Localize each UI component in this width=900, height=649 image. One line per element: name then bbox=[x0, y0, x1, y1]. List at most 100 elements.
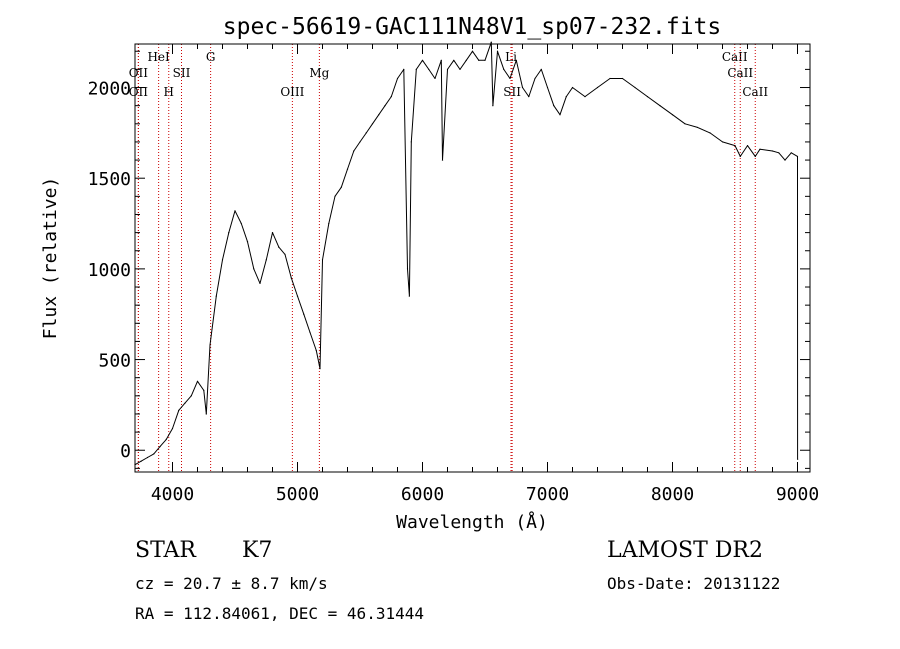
y-tick-label: 0 bbox=[120, 441, 131, 462]
data-point bbox=[271, 232, 274, 234]
data-point bbox=[365, 132, 367, 134]
data-point bbox=[790, 152, 792, 154]
data-point bbox=[321, 259, 324, 261]
data-point bbox=[746, 144, 749, 147]
data-point bbox=[190, 395, 192, 397]
data-point bbox=[515, 59, 517, 61]
y-tick-label: 1000 bbox=[88, 260, 131, 281]
data-point bbox=[346, 168, 349, 170]
data-point bbox=[278, 246, 280, 248]
data-point bbox=[406, 268, 409, 270]
data-point bbox=[784, 159, 786, 161]
data-point bbox=[484, 59, 486, 61]
y-axis-label: Flux (relative) bbox=[40, 177, 61, 340]
data-point bbox=[441, 159, 444, 161]
data-point bbox=[646, 95, 649, 98]
data-point bbox=[359, 141, 361, 143]
x-tick-label: 8000 bbox=[651, 484, 694, 505]
data-point bbox=[540, 68, 542, 70]
data-point bbox=[684, 123, 686, 125]
data-point bbox=[478, 59, 480, 61]
data-point bbox=[459, 68, 461, 70]
data-point bbox=[771, 150, 774, 152]
data-point bbox=[353, 150, 355, 152]
data-point bbox=[490, 41, 492, 43]
data-point bbox=[453, 59, 455, 61]
line-marker-label: HeI bbox=[147, 50, 170, 64]
line-marker-label: OII bbox=[129, 66, 149, 80]
data-point bbox=[184, 402, 186, 404]
data-point bbox=[228, 232, 230, 234]
line-marker-label: SII bbox=[503, 85, 521, 99]
y-tick-label: 2000 bbox=[88, 79, 131, 100]
data-point bbox=[196, 380, 199, 382]
data-point bbox=[553, 105, 555, 107]
data-point bbox=[571, 86, 574, 89]
data-point bbox=[634, 86, 636, 89]
data-point bbox=[178, 409, 180, 411]
data-point bbox=[371, 123, 374, 125]
data-point bbox=[284, 253, 286, 255]
data-point bbox=[334, 195, 336, 197]
data-point bbox=[565, 95, 567, 98]
data-point bbox=[259, 282, 261, 284]
data-point bbox=[559, 114, 561, 116]
data-point bbox=[171, 427, 174, 430]
data-point bbox=[659, 105, 661, 107]
data-point bbox=[797, 458, 799, 460]
emission-line-markers: OII OII HeI H SII G OIII Mg Li SII CaII CaII CaII bbox=[129, 44, 768, 472]
data-point bbox=[340, 186, 342, 188]
data-point bbox=[221, 259, 224, 261]
x-tick-label: 4000 bbox=[151, 484, 194, 505]
object-subclass: K7 bbox=[242, 538, 273, 563]
data-point bbox=[140, 460, 142, 462]
x-tick-label: 5000 bbox=[276, 484, 319, 505]
data-point bbox=[509, 77, 511, 80]
data-point bbox=[319, 368, 321, 370]
data-point bbox=[528, 95, 530, 98]
data-point bbox=[390, 95, 392, 98]
data-point bbox=[159, 446, 161, 448]
survey-name: LAMOST DR2 bbox=[607, 538, 763, 563]
data-point bbox=[521, 86, 524, 89]
line-marker-label: Li bbox=[505, 50, 517, 64]
object-class: STAR bbox=[135, 538, 196, 563]
data-point bbox=[492, 105, 494, 107]
data-point bbox=[465, 59, 467, 61]
data-point bbox=[265, 259, 267, 261]
data-point bbox=[709, 132, 711, 134]
coordinates-text: RA = 112.84061, DEC = 46.31444 bbox=[135, 604, 424, 623]
data-point bbox=[621, 77, 624, 80]
data-point bbox=[146, 456, 149, 459]
x-tick-label: 9000 bbox=[776, 484, 819, 505]
data-point bbox=[534, 77, 536, 80]
data-point bbox=[721, 141, 724, 143]
data-point bbox=[446, 68, 449, 70]
data-point bbox=[303, 313, 305, 315]
data-point bbox=[584, 95, 586, 98]
data-point bbox=[546, 86, 549, 89]
axis-ticks: 4000 5000 6000 7000 8000 9000 0 500 1000 1500 2000 bbox=[88, 44, 819, 505]
plot-frame bbox=[134, 43, 811, 473]
data-point bbox=[215, 295, 217, 297]
redshift-text: cz = 20.7 ± 8.7 km/s bbox=[135, 574, 328, 593]
data-point bbox=[328, 222, 330, 225]
data-point bbox=[428, 68, 430, 70]
data-point bbox=[778, 152, 780, 154]
data-point bbox=[403, 68, 405, 70]
data-point bbox=[734, 144, 736, 147]
data-point bbox=[153, 453, 155, 455]
data-point bbox=[421, 59, 424, 61]
y-tick-label: 500 bbox=[98, 351, 131, 372]
line-marker-label: CaII bbox=[742, 85, 768, 99]
data-point bbox=[410, 141, 412, 143]
x-tick-label: 7000 bbox=[526, 484, 569, 505]
data-point bbox=[396, 77, 399, 80]
data-point bbox=[596, 86, 599, 89]
data-point bbox=[415, 68, 417, 70]
data-point bbox=[754, 155, 756, 158]
spectrum-series bbox=[134, 41, 799, 466]
obs-date-text: Obs-Date: 20131122 bbox=[607, 574, 781, 593]
data-point bbox=[290, 277, 292, 279]
